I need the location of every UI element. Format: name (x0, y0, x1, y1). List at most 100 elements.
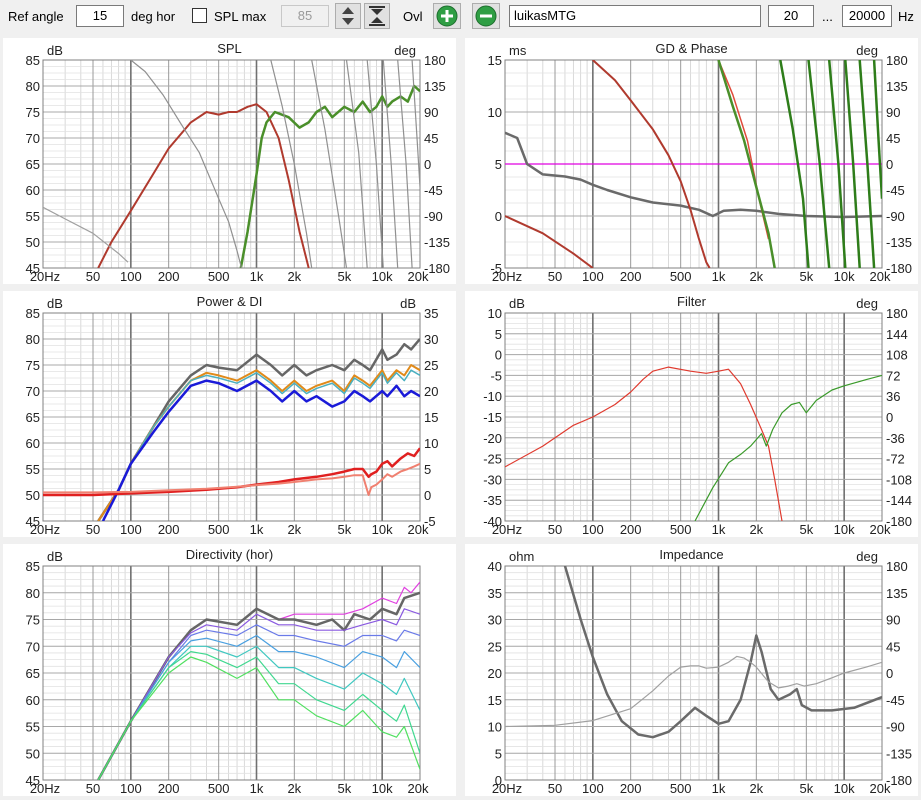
ovl-label: Ovl (403, 9, 423, 24)
y-tick-left: 50 (26, 746, 40, 761)
y-tick-right: 0 (424, 488, 431, 503)
y-tick-left: 25 (488, 639, 502, 654)
grid (504, 312, 883, 522)
x-tick: 20k (408, 781, 429, 796)
spl-max-checkbox[interactable] (192, 8, 207, 23)
remove-overlay-button[interactable] (472, 3, 500, 29)
series-line (43, 447, 420, 497)
y-tick-left: 55 (26, 720, 40, 735)
y-tick-right: 0 (886, 410, 893, 425)
overlay-name-input[interactable]: luikasMTG (509, 5, 761, 27)
x-tick: 10k (372, 522, 393, 537)
series-line (592, 60, 711, 268)
x-tick: 2k (749, 781, 763, 796)
y-tick-right: 108 (886, 348, 908, 363)
y-tick-right: 45 (424, 131, 438, 146)
plot-frame (504, 312, 883, 522)
y-tick-right: 180 (886, 306, 908, 321)
series-group (43, 338, 420, 521)
series-line (345, 60, 368, 268)
y-tick-right: -135 (886, 235, 912, 250)
y-tick-right: -90 (886, 209, 905, 224)
x-tick: 1k (250, 269, 264, 284)
series-line (101, 379, 420, 521)
series-line (97, 103, 310, 268)
y-tick-left: -35 (483, 493, 502, 508)
series-line (311, 60, 348, 268)
freq-max-input[interactable]: 20000 (842, 5, 892, 27)
fit-button[interactable] (364, 3, 390, 29)
y-tick-right: -45 (424, 183, 443, 198)
y-tick-left: 50 (26, 488, 40, 503)
y-tick-right: 90 (886, 105, 900, 120)
y-tick-left: 45 (26, 773, 40, 788)
y-tick-right: 144 (886, 327, 908, 342)
series-line (872, 60, 882, 199)
y-tick-left: -30 (483, 472, 502, 487)
x-tick: 20k (408, 269, 429, 284)
range-separator: ... (822, 9, 833, 24)
ref-angle-input[interactable]: 15 (76, 5, 124, 27)
y-tick-left: 70 (26, 131, 40, 146)
y-tick-left: 85 (26, 559, 40, 574)
y-tick-right: 180 (886, 559, 908, 574)
y-axis-unit-right: deg (856, 549, 878, 564)
y-axis-unit-left: dB (47, 296, 63, 311)
series-line (505, 655, 882, 728)
y-tick-right: 90 (886, 613, 900, 628)
spl-max-input[interactable]: 85 (281, 5, 329, 27)
y-tick-right: -90 (886, 720, 905, 735)
y-tick-right: -180 (886, 514, 912, 529)
plot-frame (42, 565, 421, 781)
y-tick-right: 5 (424, 462, 431, 477)
x-tick: 50 (548, 522, 562, 537)
x-tick: 50 (86, 269, 100, 284)
x-tick: 20Hz (30, 781, 60, 796)
plot-frame (42, 59, 421, 269)
series-line (505, 366, 783, 521)
series-line (694, 374, 882, 521)
gd-phase-chart: GD & Phasems151050-5deg18013590450-45-90… (488, 41, 913, 284)
y-tick-left: 80 (26, 332, 40, 347)
x-tick: 200 (158, 269, 180, 284)
x-tick: 20Hz (30, 522, 60, 537)
freq-min-input[interactable]: 20 (768, 5, 814, 27)
x-tick: 200 (620, 269, 642, 284)
x-tick: 5k (337, 781, 351, 796)
grid (504, 565, 883, 781)
y-tick-left: 10 (488, 105, 502, 120)
y-tick-left: 60 (26, 436, 40, 451)
series-line (97, 656, 420, 780)
y-axis-unit-right: deg (856, 43, 878, 58)
y-tick-left: 80 (26, 586, 40, 601)
y-tick-right: -144 (886, 493, 912, 508)
x-tick: 20Hz (30, 269, 60, 284)
y-tick-right: 135 (424, 79, 446, 94)
y-tick-left: 65 (26, 157, 40, 172)
sort-updown-button[interactable] (335, 3, 361, 29)
y-tick-right: 135 (886, 586, 908, 601)
sort-updown-icon (335, 3, 361, 29)
y-tick-right: -45 (886, 183, 905, 198)
x-tick: 500 (208, 269, 230, 284)
series-line (858, 60, 876, 268)
y-axis-unit-right: deg (394, 43, 416, 58)
y-tick-left: -15 (483, 410, 502, 425)
x-tick: 20Hz (492, 522, 522, 537)
x-tick: 1k (712, 781, 726, 796)
y-tick-left: 75 (26, 105, 40, 120)
x-tick: 500 (208, 781, 230, 796)
y-tick-right: -108 (886, 472, 912, 487)
y-tick-left: 55 (26, 209, 40, 224)
series-line (505, 131, 882, 219)
y-tick-left: 65 (26, 666, 40, 681)
x-tick: 1k (712, 522, 726, 537)
y-tick-left: 45 (26, 261, 40, 276)
x-tick: 10k (834, 522, 855, 537)
x-tick: 200 (620, 781, 642, 796)
add-overlay-button[interactable] (433, 3, 461, 29)
series-line (239, 84, 420, 268)
series-line (97, 338, 420, 521)
gd-phase-chart-panel: GD & Phase ms 15 10 5 0 -5 deg 180 135 90 45 0 -45 -90… (465, 38, 918, 284)
y-tick-left: 0 (495, 773, 502, 788)
